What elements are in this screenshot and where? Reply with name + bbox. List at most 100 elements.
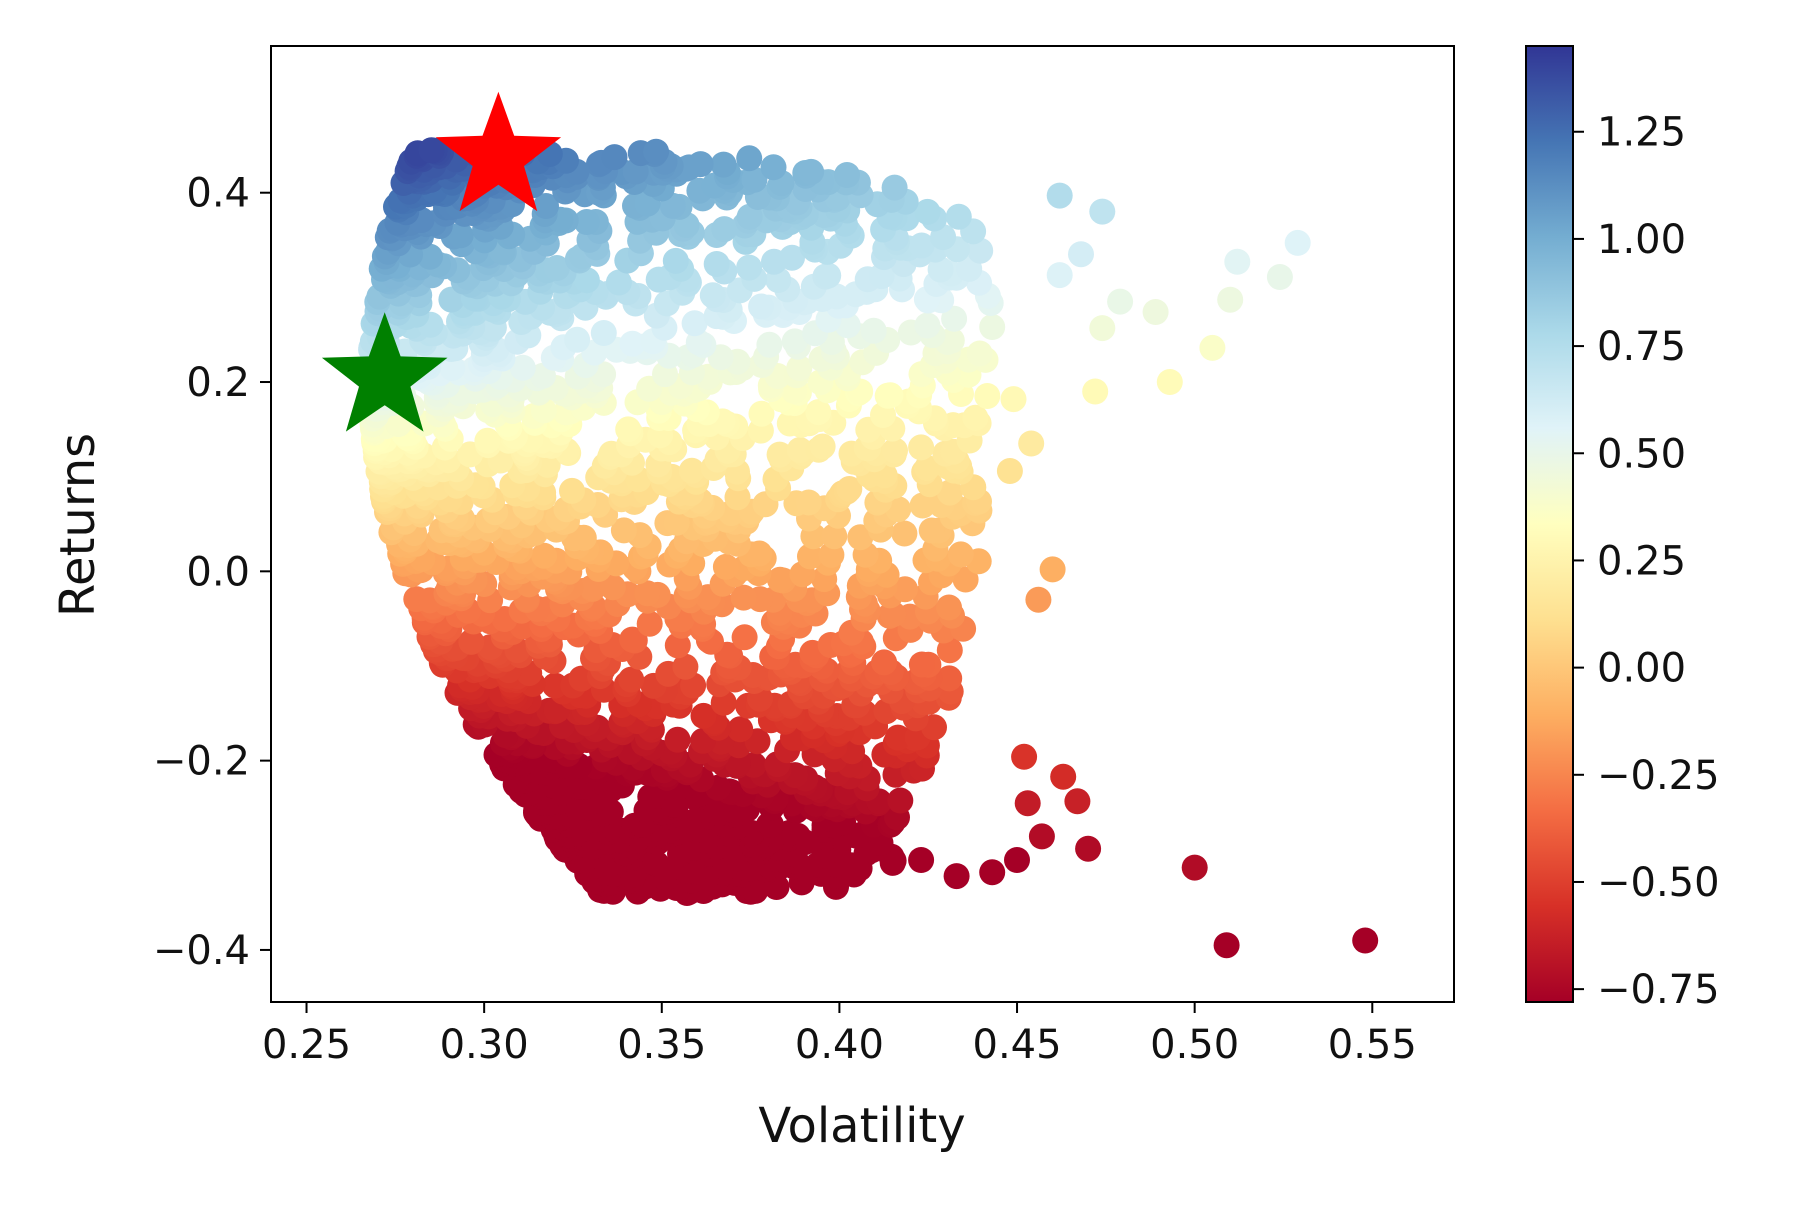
portfolio-point — [798, 158, 825, 185]
x-axis: 0.25 0.30 0.35 0.40 0.45 0.50 0.55 — [262, 1002, 1417, 1068]
portfolio-point — [403, 586, 430, 613]
portfolio-point — [748, 293, 775, 320]
y-tick-label: 0.0 — [186, 549, 250, 595]
portfolio-point — [1089, 315, 1116, 342]
portfolio-point — [756, 331, 783, 358]
portfolio-point — [458, 628, 485, 655]
portfolio-point — [615, 416, 642, 443]
portfolio-point — [979, 859, 1006, 886]
x-tick-label: 0.55 — [1328, 1022, 1417, 1068]
portfolio-point — [643, 138, 670, 165]
portfolio-point — [687, 151, 714, 178]
portfolio-point — [663, 509, 690, 536]
portfolio-point — [815, 262, 842, 289]
portfolio-point — [996, 458, 1023, 484]
portfolio-point — [936, 594, 962, 621]
portfolio-point — [1089, 198, 1116, 225]
portfolio-point — [1142, 299, 1169, 325]
portfolio-point — [936, 637, 963, 664]
portfolio-point — [542, 672, 569, 699]
portfolio-point — [914, 455, 941, 481]
x-tick-label: 0.45 — [973, 1022, 1062, 1068]
portfolio-point — [1014, 790, 1041, 817]
y-axis: −0.4 −0.2 0.0 0.2 0.4 — [153, 171, 271, 974]
portfolio-point — [914, 198, 941, 225]
portfolio-point — [447, 222, 474, 249]
portfolio-point — [619, 330, 646, 357]
portfolio-point — [766, 441, 793, 468]
portfolio-point — [1000, 386, 1027, 413]
max-sharpe-star — [435, 91, 562, 212]
x-axis-title: Volatility — [758, 1098, 965, 1154]
portfolio-point — [418, 137, 445, 164]
portfolio-point — [736, 203, 763, 230]
portfolio-point — [1199, 334, 1226, 361]
portfolio-point — [1352, 927, 1379, 954]
portfolio-point — [672, 653, 699, 680]
portfolio-point — [710, 151, 737, 178]
portfolio-point — [909, 492, 936, 519]
portfolio-point — [601, 144, 628, 171]
colorbar-tick-label: −0.75 — [1597, 967, 1720, 1013]
portfolio-point — [610, 517, 637, 544]
portfolio-point — [1266, 264, 1293, 290]
portfolio-point — [821, 523, 848, 550]
portfolio-point — [736, 254, 763, 281]
portfolio-point — [1075, 835, 1102, 862]
portfolio-point — [509, 354, 536, 381]
x-tick-label: 0.30 — [440, 1022, 529, 1068]
portfolio-point — [417, 243, 443, 270]
portfolio-point — [531, 542, 558, 569]
portfolio-point — [892, 576, 918, 603]
colorbar-tick-label: 0.75 — [1597, 324, 1686, 370]
portfolio-point — [533, 193, 559, 219]
portfolio-point — [746, 540, 773, 567]
portfolio-point — [962, 404, 989, 431]
portfolio-point — [847, 524, 874, 551]
portfolio-point — [781, 328, 808, 355]
star-markers — [321, 91, 562, 432]
portfolio-point — [860, 317, 887, 344]
portfolio-point — [1064, 788, 1091, 815]
portfolio-point — [952, 566, 979, 593]
portfolio-point — [1068, 241, 1094, 268]
portfolio-point — [543, 255, 570, 281]
portfolio-point — [1107, 288, 1134, 315]
portfolio-point — [871, 649, 898, 676]
portfolio-point — [1082, 378, 1109, 405]
portfolio-point — [1046, 182, 1073, 209]
portfolio-point — [805, 399, 832, 426]
portfolio-point — [1050, 763, 1077, 790]
portfolio-point — [1213, 932, 1240, 959]
portfolio-point — [724, 484, 751, 511]
portfolio-point — [678, 457, 705, 484]
colorbar-tick-label: 1.00 — [1597, 217, 1686, 263]
colorbar-axis: −0.75 −0.50 −0.25 0.00 0.25 0.50 0.75 1.00 1.25 — [1573, 110, 1720, 1013]
portfolio-point — [741, 166, 768, 193]
portfolio-point — [590, 320, 617, 346]
portfolio-point — [662, 247, 689, 274]
portfolio-point — [797, 543, 823, 570]
portfolio-point — [1156, 369, 1183, 395]
portfolio-point — [914, 312, 941, 339]
portfolio-point — [979, 314, 1006, 340]
portfolio-point — [699, 282, 726, 309]
portfolio-point — [881, 174, 908, 201]
portfolio-point — [564, 326, 591, 353]
portfolio-point — [868, 263, 895, 290]
portfolio-point — [887, 787, 914, 814]
portfolio-point — [605, 269, 632, 296]
portfolio-point — [681, 310, 708, 337]
portfolio-point — [834, 162, 860, 188]
y-tick-label: −0.4 — [153, 928, 250, 974]
x-tick-label: 0.40 — [795, 1022, 884, 1068]
y-axis-title: Returns — [50, 433, 106, 617]
portfolio-point — [1011, 743, 1038, 770]
portfolio-point — [891, 520, 918, 547]
portfolio-point — [1018, 430, 1045, 457]
colorbar — [1525, 45, 1574, 1003]
portfolio-point — [786, 355, 813, 381]
portfolio-point — [599, 574, 626, 601]
portfolio-point — [636, 610, 663, 637]
